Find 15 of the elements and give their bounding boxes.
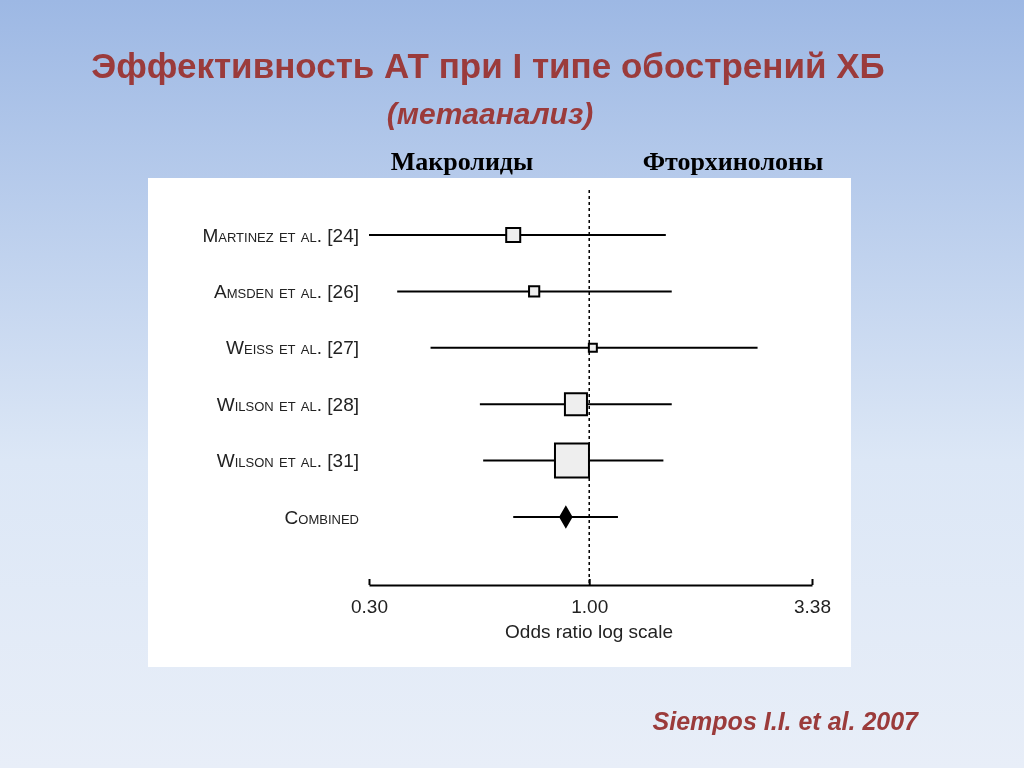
y-tick-label: Martinez et al. [24] (202, 224, 359, 246)
chart-title: Эффективность АТ при I типе обострений ХБ (91, 46, 885, 85)
x-tick-label: 1.00 (571, 595, 609, 617)
y-tick-label: Weiss et al. [27] (226, 337, 359, 359)
x-axis-title: Odds ratio log scale (505, 621, 673, 642)
text: Siempos I.I. et al. 2007 (652, 707, 920, 735)
x-tick-label: 3.38 (794, 595, 831, 617)
y-tick-label: Wilson et al. [28] (216, 393, 359, 415)
text: Макролиды (390, 147, 534, 176)
x-tick-label: 0.30 (351, 595, 388, 617)
y-tick-label: Wilson et al. [31] (216, 450, 359, 472)
y-tick-label: Combined (284, 506, 359, 528)
y-tick-label: Amsden et al. [26] (214, 280, 359, 302)
chart-subtitle: (метаанализ) (386, 97, 594, 130)
text: Фторхинолоны (642, 147, 824, 176)
